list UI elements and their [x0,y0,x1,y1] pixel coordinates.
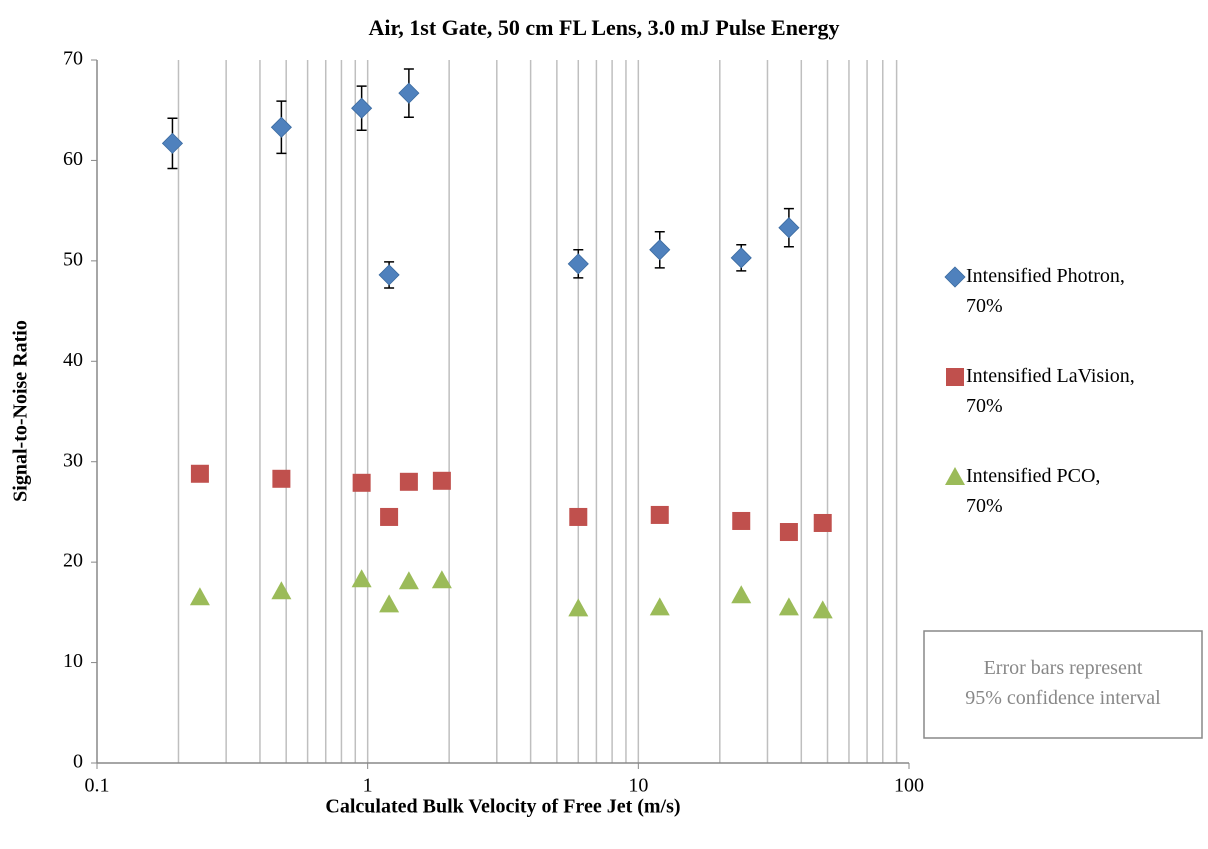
y-tick-label: 0 [73,751,83,773]
point [161,132,184,154]
point [378,264,400,286]
y-tick-label: 20 [63,550,83,572]
point [190,464,209,483]
point [398,571,419,590]
point [649,239,671,261]
point [730,247,752,269]
point [813,513,832,532]
x-axis-label: Calculated Bulk Velocity of Free Jet (m/… [325,796,680,818]
legend-line: Intensified PCO, [966,465,1100,487]
legend-line: 70% [966,495,1003,517]
x-tick-label: 10 [628,775,648,797]
point [650,505,669,524]
annotation-line: 95% confidence interval [965,687,1161,709]
y-tick-label: 10 [63,650,83,672]
annotation: Error bars represent 95% confidence inter… [965,657,1161,709]
annotation-line: Error bars represent [984,657,1143,679]
legend-label: Intensified LaVision, 70% [966,365,1135,417]
y-axis-label: Signal-to-Noise Ratio [10,320,32,502]
point [379,594,400,613]
point [352,473,371,492]
point [271,581,292,600]
y-tick-label: 40 [63,349,83,371]
point [351,569,372,588]
point [380,507,399,526]
point [399,472,418,491]
legend-marker [945,467,965,485]
point [812,600,833,619]
x-tick-label: 1 [363,775,373,797]
point [432,471,451,490]
point [398,82,420,104]
legend-line: 70% [966,295,1003,317]
annotation-box [923,630,1203,739]
legend-label: Intensified PCO, 70% [966,465,1100,517]
point [649,597,670,616]
x-tick-label: 0.1 [85,775,110,797]
y-tick-label: 70 [63,48,83,70]
legend-line: 70% [966,395,1003,417]
point [778,597,799,616]
point [431,570,452,589]
legend-marker [944,266,966,288]
point [779,523,798,542]
point [778,217,800,239]
y-tick-label: 30 [63,449,83,471]
y-tick-label: 50 [63,248,83,270]
chart-title: Air, 1st Gate, 50 cm FL Lens, 3.0 mJ Pul… [369,15,840,40]
point [270,116,292,138]
point [189,587,210,606]
point [731,585,752,604]
point [272,469,291,488]
legend-marker [946,368,964,386]
point [568,598,589,617]
y-tick-label: 60 [63,148,83,170]
legend-label: Intensified Photron, 70% [966,265,1125,317]
point [732,511,751,530]
point [569,507,588,526]
legend-line: Intensified Photron, [966,265,1125,287]
legend-line: Intensified LaVision, [966,365,1135,387]
x-tick-label: 100 [894,775,924,797]
point [351,97,373,119]
point [567,253,589,275]
